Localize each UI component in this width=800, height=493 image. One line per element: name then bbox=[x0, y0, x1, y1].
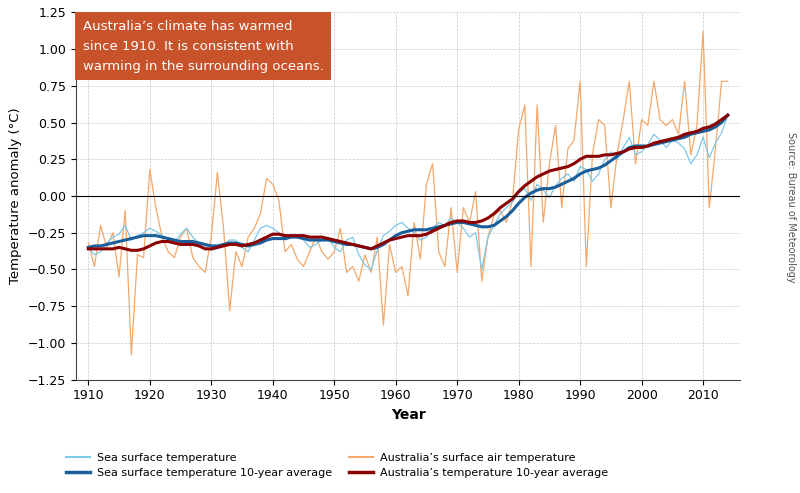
Legend: Sea surface temperature, Sea surface temperature 10-year average, Australia’s su: Sea surface temperature, Sea surface tem… bbox=[62, 448, 613, 483]
Text: Source: Bureau of Meteorology: Source: Bureau of Meteorology bbox=[786, 132, 795, 282]
X-axis label: Year: Year bbox=[390, 408, 426, 422]
Y-axis label: Temperature anomaly (°C): Temperature anomaly (°C) bbox=[10, 107, 22, 284]
Text: Australia’s climate has warmed
since 1910. It is consistent with
warming in the : Australia’s climate has warmed since 191… bbox=[82, 20, 323, 72]
